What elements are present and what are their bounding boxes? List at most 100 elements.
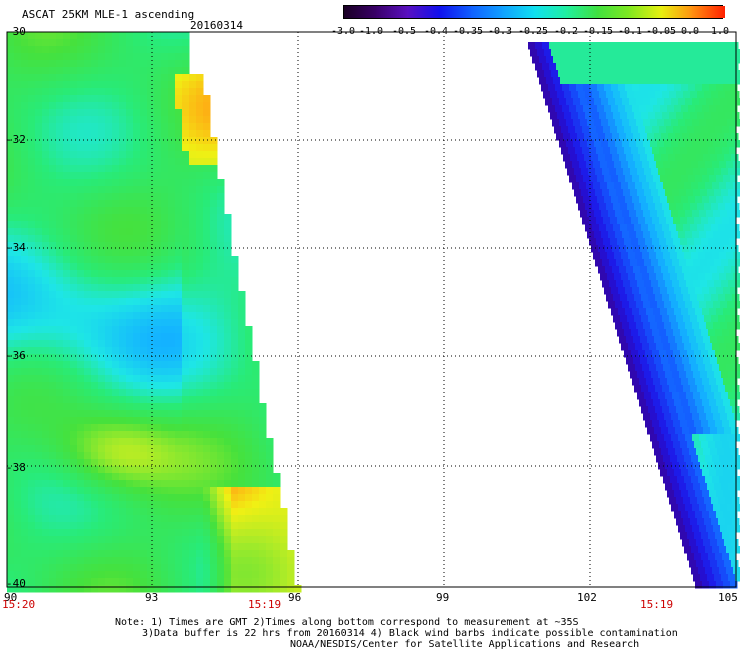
- data-cell: [133, 130, 141, 138]
- data-cell: [63, 452, 71, 460]
- data-cell: [105, 186, 113, 194]
- data-cell: [98, 571, 106, 579]
- note-line-1: Note: 1) Times are GMT 2)Times along bot…: [115, 617, 579, 628]
- data-cell: [224, 501, 232, 509]
- data-cell: [280, 536, 288, 544]
- data-cell: [77, 305, 85, 313]
- data-cell: [133, 319, 141, 327]
- data-cell: [126, 403, 134, 411]
- data-cell: [641, 91, 649, 99]
- data-cell: [182, 529, 190, 537]
- data-cell: [140, 543, 148, 551]
- data-cell: [231, 291, 239, 299]
- data-cell: [49, 557, 57, 565]
- data-cell: [210, 326, 218, 334]
- data-cell: [599, 203, 607, 211]
- data-cell: [700, 168, 708, 176]
- data-cell: [224, 228, 232, 236]
- data-cell: [56, 529, 64, 537]
- data-cell: [576, 84, 584, 92]
- data-cell: [633, 133, 641, 141]
- data-cell: [660, 399, 668, 407]
- data-cell: [662, 224, 670, 232]
- data-cell: [182, 221, 190, 229]
- data-cell: [238, 438, 246, 446]
- data-cell: [189, 368, 197, 376]
- data-cell: [625, 105, 633, 113]
- data-cell: [105, 410, 113, 418]
- data-cell: [730, 581, 738, 589]
- data-cell: [56, 242, 64, 250]
- data-cell: [189, 354, 197, 362]
- data-cell: [726, 476, 734, 484]
- data-cell: [196, 571, 204, 579]
- data-cell: [105, 578, 113, 586]
- data-cell: [683, 406, 691, 414]
- data-cell: [710, 336, 718, 344]
- data-cell: [703, 133, 711, 141]
- data-cell: [35, 137, 43, 145]
- data-cell: [77, 270, 85, 278]
- data-cell: [627, 203, 635, 211]
- data-cell: [734, 301, 740, 309]
- data-cell: [676, 294, 684, 302]
- data-cell: [217, 326, 225, 334]
- data-cell: [42, 235, 50, 243]
- data-cell: [245, 452, 253, 460]
- data-cell: [671, 98, 679, 106]
- data-cell: [182, 354, 190, 362]
- data-cell: [7, 39, 15, 47]
- data-cell: [21, 270, 29, 278]
- data-cell: [718, 224, 726, 232]
- data-cell: [734, 231, 740, 239]
- data-cell: [119, 32, 127, 40]
- data-cell: [168, 480, 176, 488]
- data-cell: [231, 550, 239, 558]
- data-cell: [217, 550, 225, 558]
- data-cell: [91, 151, 99, 159]
- data-cell: [579, 49, 587, 57]
- data-cell: [593, 70, 601, 78]
- data-cell: [690, 406, 698, 414]
- data-cell: [105, 95, 113, 103]
- data-cell: [238, 459, 246, 467]
- data-cell: [259, 452, 267, 460]
- data-cell: [692, 434, 700, 442]
- data-cell: [552, 98, 560, 106]
- data-cell: [112, 32, 120, 40]
- data-cell: [655, 91, 663, 99]
- data-cell: [56, 550, 64, 558]
- data-cell: [56, 452, 64, 460]
- data-cell: [217, 277, 225, 285]
- data-cell: [696, 42, 704, 50]
- data-cell: [133, 389, 141, 397]
- data-cell: [63, 375, 71, 383]
- data-cell: [35, 179, 43, 187]
- data-cell: [695, 378, 703, 386]
- data-cell: [42, 431, 50, 439]
- data-cell: [105, 221, 113, 229]
- data-cell: [98, 165, 106, 173]
- data-cell: [691, 364, 699, 372]
- data-cell: [673, 350, 681, 358]
- data-cell: [680, 329, 688, 337]
- data-cell: [35, 522, 43, 530]
- data-cell: [651, 392, 659, 400]
- data-cell: [175, 165, 183, 173]
- data-cell: [21, 375, 29, 383]
- data-cell: [119, 116, 127, 124]
- data-cell: [626, 336, 634, 344]
- data-cell: [161, 487, 169, 495]
- data-cell: [656, 252, 664, 260]
- data-cell: [691, 455, 699, 463]
- data-cell: [669, 91, 677, 99]
- data-cell: [21, 494, 29, 502]
- data-cell: [140, 235, 148, 243]
- data-cell: [607, 49, 615, 57]
- data-cell: [105, 452, 113, 460]
- data-cell: [84, 459, 92, 467]
- data-cell: [98, 508, 106, 516]
- data-cell: [112, 235, 120, 243]
- data-cell: [245, 473, 253, 481]
- data-cell: [77, 284, 85, 292]
